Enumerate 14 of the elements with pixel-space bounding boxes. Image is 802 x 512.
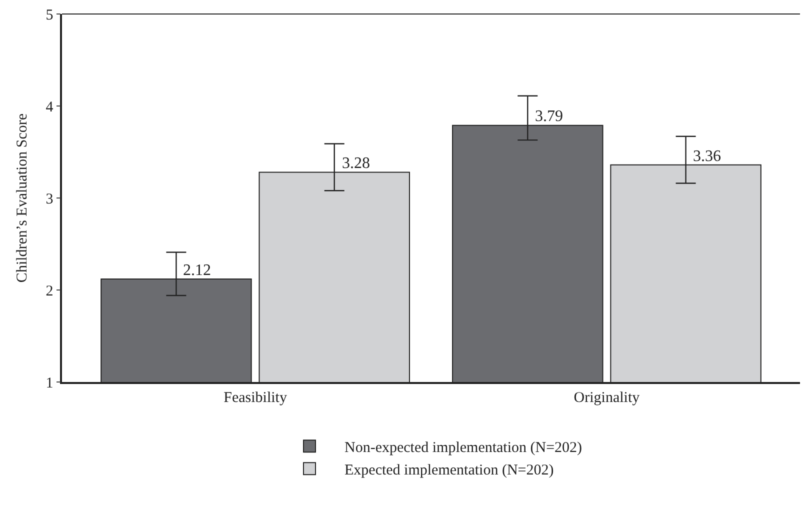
legend-label: Expected implementation (N=202) — [344, 462, 554, 478]
y-axis-title: Children’s Evaluation Score — [14, 113, 30, 283]
y-tick-label: 5 — [46, 7, 54, 24]
y-tick-label: 1 — [46, 375, 54, 392]
y-tick-label: 2 — [46, 283, 54, 300]
data-label: 3.79 — [535, 108, 563, 125]
y-tick-label: 3 — [46, 191, 54, 208]
x-tick-label: Feasibility — [224, 390, 288, 406]
y-tick-label: 4 — [46, 99, 54, 116]
legend-label: Non-expected implementation (N=202) — [344, 440, 582, 456]
x-tick-label: Originality — [574, 390, 640, 406]
data-label: 3.36 — [693, 148, 721, 165]
data-label: 2.12 — [183, 262, 211, 279]
data-label: 3.28 — [342, 155, 370, 172]
